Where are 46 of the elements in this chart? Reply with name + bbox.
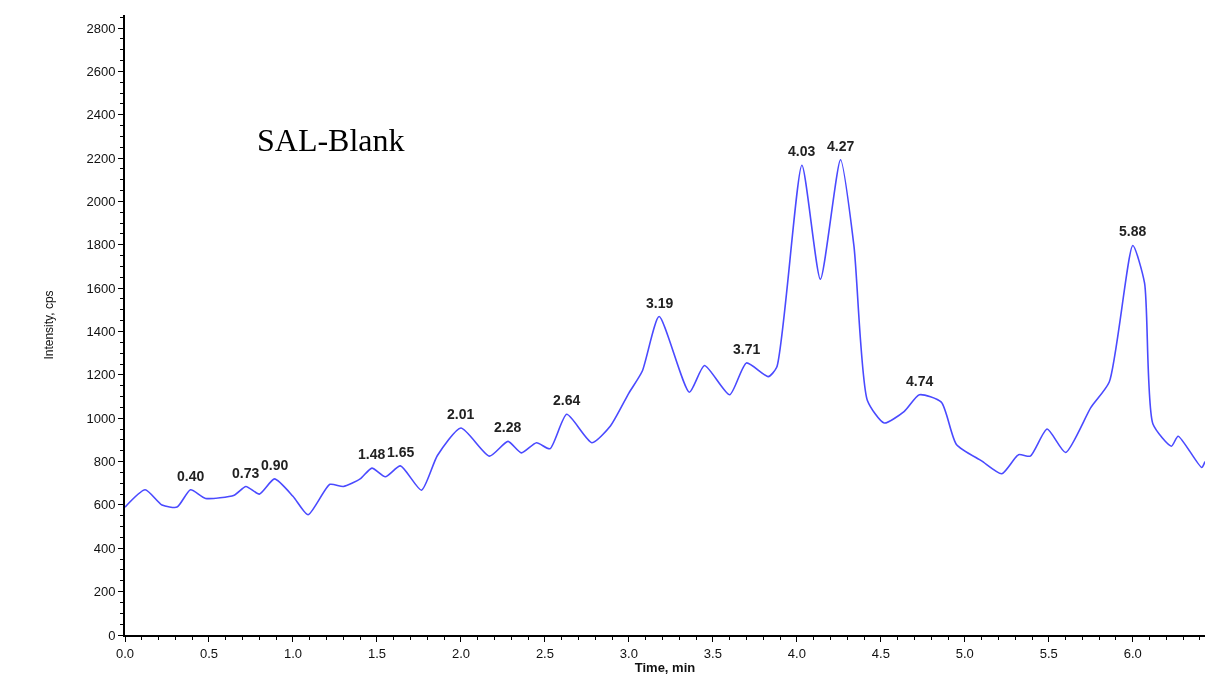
annotation: 2.64 bbox=[553, 392, 581, 408]
x-tick-label: 5.5 bbox=[1039, 645, 1058, 661]
y-tick-label: 1000 bbox=[86, 410, 116, 426]
y-tick-label: 2600 bbox=[86, 63, 116, 79]
y-tick-label: 400 bbox=[93, 540, 116, 556]
y-tick-label: 200 bbox=[93, 584, 116, 600]
x-tick-label: 1.0 bbox=[283, 645, 302, 661]
x-tick-label: 5.0 bbox=[955, 645, 974, 661]
y-tick-label: 1800 bbox=[86, 237, 116, 253]
annotation: 4.74 bbox=[906, 373, 934, 389]
y-axis-title: Intensity, cps bbox=[42, 290, 57, 360]
x-tick-label: 2.0 bbox=[451, 645, 470, 661]
x-tick-label: 0.0 bbox=[115, 645, 135, 661]
annotation: 1.48 bbox=[358, 446, 386, 462]
y-tick-label: 2400 bbox=[86, 107, 116, 123]
line-series bbox=[125, 159, 1205, 516]
x-axis-title: Time, min bbox=[634, 660, 696, 675]
y-tick-label: 0 bbox=[108, 627, 116, 643]
annotation: 0.73 bbox=[232, 465, 260, 481]
x-tick-label: 1.5 bbox=[367, 645, 386, 661]
annotation: 1.65 bbox=[387, 444, 415, 460]
annotation: 0.90 bbox=[261, 457, 289, 473]
y-tick-label: 600 bbox=[93, 497, 116, 513]
annotation: 5.88 bbox=[1119, 223, 1147, 239]
y-tick-label: 1200 bbox=[86, 367, 116, 383]
x-tick-label: 6.0 bbox=[1123, 645, 1142, 661]
annotation: 3.19 bbox=[646, 295, 674, 311]
y-tick-label: 2800 bbox=[86, 20, 116, 36]
x-tick-label: 3.5 bbox=[703, 645, 722, 661]
annotation: 2.01 bbox=[447, 406, 475, 422]
x-tick-label: 4.5 bbox=[871, 645, 890, 661]
x-tick-label: 0.5 bbox=[199, 645, 219, 661]
annotation: 4.03 bbox=[788, 143, 816, 159]
y-tick-label: 1600 bbox=[86, 280, 116, 296]
annotation: 0.40 bbox=[177, 468, 205, 484]
annotation: 4.27 bbox=[827, 138, 855, 154]
annotation: 2.28 bbox=[494, 419, 522, 435]
x-tick-label: 3.0 bbox=[619, 645, 638, 661]
x-tick-label: 2.5 bbox=[535, 645, 554, 661]
annotation: 3.71 bbox=[733, 341, 761, 357]
y-tick-label: 2200 bbox=[86, 150, 116, 166]
y-tick-label: 2000 bbox=[86, 193, 116, 209]
annotation: SAL-Blank bbox=[257, 122, 405, 158]
x-tick-label: 4.0 bbox=[787, 645, 806, 661]
y-tick-label: 800 bbox=[93, 454, 116, 470]
y-tick-label: 1400 bbox=[86, 324, 116, 340]
